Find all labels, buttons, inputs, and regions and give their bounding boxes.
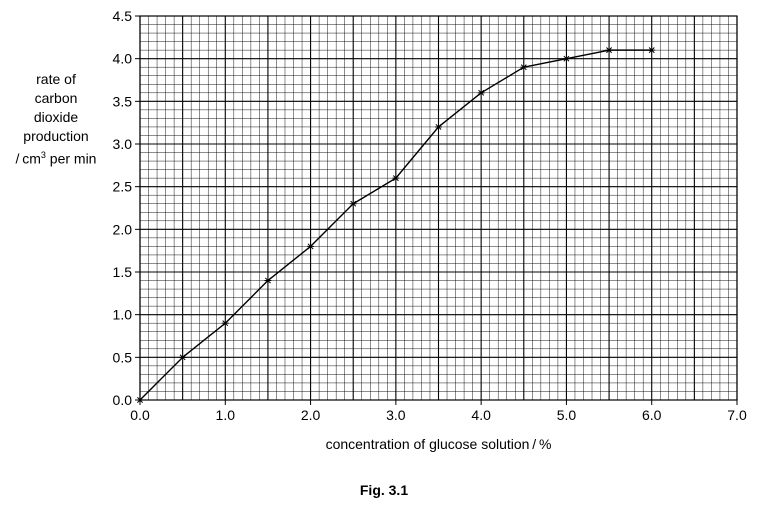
- y-axis-unit-suffix: per min: [45, 150, 97, 167]
- x-tick-label: 2.0: [301, 407, 321, 423]
- data-point-stroke: [435, 123, 442, 130]
- data-point: [648, 47, 656, 54]
- y-tick-label: 4.0: [113, 51, 133, 67]
- y-tick-label: 2.5: [113, 179, 133, 195]
- y-tick-label: 2.0: [113, 221, 133, 237]
- data-point-stroke: [264, 277, 271, 284]
- y-axis-label: rate of carbon dioxide production / cm3 …: [4, 70, 108, 169]
- data-point: [264, 277, 272, 284]
- series-group: [136, 47, 656, 403]
- data-point: [349, 200, 357, 207]
- y-axis-unit-superscript: 3: [40, 150, 46, 160]
- data-point-stroke: [350, 200, 357, 207]
- data-point-stroke: [606, 47, 613, 54]
- axis-ticks: [135, 15, 738, 405]
- y-tick-label: 0.5: [113, 349, 133, 365]
- y-axis-label-line: rate of: [36, 71, 76, 87]
- data-point: [477, 89, 485, 96]
- y-axis-unit-prefix: / cm: [15, 150, 41, 167]
- x-axis-label: concentration of glucose solution / %: [325, 436, 552, 452]
- figure-caption: Fig. 3.1: [359, 482, 409, 498]
- y-tick-label: 3.5: [113, 93, 133, 109]
- x-tick-label: 5.0: [557, 407, 577, 423]
- data-point: [605, 47, 613, 54]
- data-point: [179, 354, 187, 361]
- y-tick-label: 3.0: [113, 136, 133, 152]
- y-tick-label: 1.0: [113, 307, 133, 323]
- plot-border: [139, 15, 738, 401]
- y-tick-labels: 0.0 0.5 1.0 1.5 2.0 2.5 3.0 3.5 4.0 4.5: [113, 8, 133, 408]
- y-axis-unit: / cm3 per min: [4, 146, 108, 169]
- data-point-stroke: [478, 89, 485, 96]
- data-point-stroke: [520, 64, 527, 71]
- data-point-stroke: [648, 47, 655, 54]
- data-point: [562, 55, 570, 62]
- data-point-stroke: [222, 320, 229, 327]
- data-point: [136, 397, 144, 403]
- data-point: [221, 320, 229, 327]
- data-point: [307, 243, 315, 250]
- y-tick-label: 0.0: [113, 392, 133, 408]
- data-point: [435, 123, 442, 130]
- data-point-stroke: [179, 354, 186, 361]
- x-tick-label: 6.0: [642, 407, 662, 423]
- data-point-stroke: [307, 243, 314, 250]
- y-axis-label-line: dioxide: [33, 109, 79, 125]
- y-tick-label: 1.5: [113, 264, 133, 280]
- data-point-stroke: [563, 55, 570, 62]
- major-gridlines: [139, 15, 738, 401]
- data-point: [520, 64, 528, 71]
- data-point-stroke: [137, 397, 143, 403]
- x-tick-labels: 0.0 1.0 2.0 3.0 4.0 5.0 6.0 7.0: [130, 407, 747, 423]
- data-point-stroke: [392, 175, 399, 182]
- y-axis-label-line: production: [23, 128, 89, 144]
- x-tick-label: 3.0: [386, 407, 406, 423]
- data-point: [392, 175, 400, 182]
- y-tick-label: 4.5: [113, 8, 133, 24]
- x-tick-label: 4.0: [471, 407, 491, 423]
- x-tick-label: 7.0: [727, 407, 747, 423]
- x-tick-label: 0.0: [130, 407, 150, 423]
- x-tick-label: 1.0: [216, 407, 236, 423]
- y-axis-label-line: carbon: [34, 90, 78, 106]
